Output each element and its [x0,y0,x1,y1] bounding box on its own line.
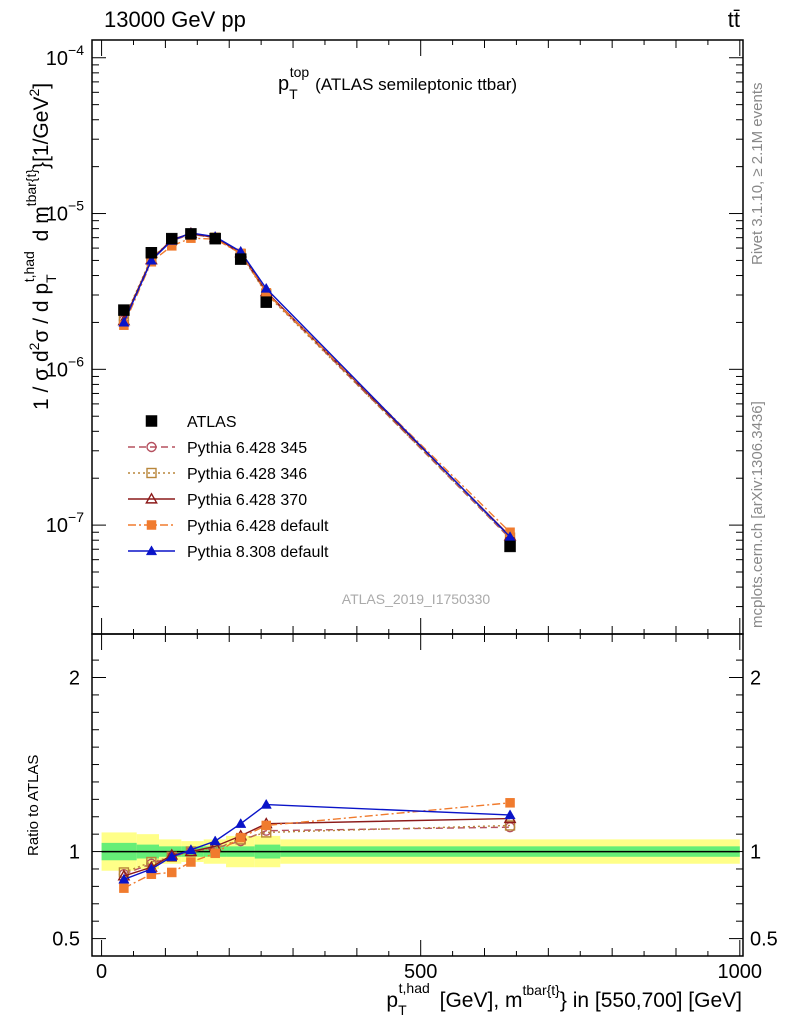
main-point-atlas [504,540,516,553]
main-line-pythia-8-308-default [123,232,511,538]
ratio-y-tick-label-left: 0.5 [52,929,80,951]
ratio-y-label: Ratio to ATLAS [25,755,42,856]
main-line-pythia-6-428-370 [123,232,511,537]
ratio-point-pythia-8-308-default [185,844,197,854]
legend-marker [146,441,157,453]
x-tick-label: 1000 [718,961,763,983]
ratio-point-pythia-8-308-default [166,851,178,861]
ratio-panel-frame [91,633,744,957]
legend-label: ATLAS [187,414,237,431]
main-point-pythia-8-308-default [260,282,272,293]
legend-marker [146,467,157,479]
ratio-point-pythia-6-428-default [505,798,515,808]
ratio-point-pythia-8-308-default [260,798,272,809]
ratio-point-pythia-6-428-default [210,848,220,859]
legend-marker [145,492,158,504]
main-y-tick-label: 10−7 [46,509,84,537]
main-y-tick-label: 10−6 [46,353,84,381]
legend-marker [145,545,158,556]
svg-text:1 / σ d2σ / d pTt,had d mtbar{: 1 / σ d2σ / d pTt,had d mtbar{t}}[1/GeV2… [21,83,59,410]
ratio-point-pythia-6-428-default [186,857,196,867]
plot-title: pTtop(ATLAS semileptonic ttbar) [278,64,517,102]
ratio-point-pythia-6-428-default [167,867,177,878]
main-point-atlas [185,228,197,240]
rivet-label: Rivet 3.1.10, ≥ 2.1M events [749,83,766,266]
main-point-atlas [260,296,272,308]
ratio-y-tick-label-right: 1 [750,842,761,864]
ratio-point-pythia-6-428-default [235,832,246,843]
ratio-point-pythia-8-308-default [235,818,247,828]
legend-label: Pythia 6.428 345 [187,440,307,457]
ratio-point-pythia-6-428-default [119,883,129,893]
svg-text:pTt,had [GeV], mtbar{t}} in [5: pTt,had [GeV], mtbar{t}} in [550,700] [G… [386,980,742,1018]
main-series-layer [117,226,517,553]
legend-label: Pythia 6.428 370 [187,492,307,509]
main-y-tick-label: 10−5 [46,198,84,226]
x-axis: 0 500 1000 [96,40,762,983]
legend-label: Pythia 6.428 default [187,518,329,535]
ratio-point-pythia-8-308-default [145,863,157,874]
ratio-point-pythia-8-308-default [209,835,221,846]
x-tick-label: 500 [404,961,437,983]
main-y-tick-label: 10−4 [46,42,84,70]
main-line-pythia-6-428-346 [123,233,511,539]
main-point-pythia-8-308-default [145,254,157,265]
legend: ATLAS Pythia 6.428 345 Pythia 6.428 346 Pyt… [128,414,329,561]
main-line-pythia-6-428-345 [123,233,511,540]
main-point-atlas [118,304,130,316]
ratio-point-pythia-8-308-default [504,809,516,820]
legend-label: Pythia 8.308 default [187,544,329,561]
analysis-watermark: ATLAS_2019_I1750330 [342,591,491,607]
main-line-pythia-6-428-default [123,237,511,533]
ratio-y-tick-label-right: 0.5 [750,929,778,951]
main-y-label: 1 / σ d2σ / d pTt,had d mtbar{t}}[1/GeV2… [21,83,59,410]
energy-label: 13000 GeV pp [104,7,246,32]
main-point-atlas [166,232,178,245]
x-tick-label: 0 [96,961,107,983]
main-point-pythia-8-308-default [118,316,130,327]
ratio-y-tick-label-right: 2 [750,668,761,690]
ratio-y-tick-label-left: 2 [69,668,80,690]
ratio-y-axis: 0.5 0.5 1 1 2 2 [52,659,778,951]
ratio-point-pythia-6-428-default [261,820,271,831]
main-y-axis: 10−7 10−6 10−5 10−4 [46,42,743,635]
mcplots-label: mcplots.cern.ch [arXiv:1306.3436] [749,401,766,628]
main-point-atlas [234,253,247,265]
ratio-series-layer [117,798,517,893]
ratio-point-pythia-6-428-346 [504,820,516,831]
main-point-atlas [209,232,221,245]
process-label: tt̄ [728,7,740,32]
legend-marker [146,520,157,530]
x-axis-label: pTt,had [GeV], mtbar{t}} in [550,700] [G… [386,980,742,1018]
legend-marker [145,415,158,427]
ratio-point-pythia-8-308-default [118,873,130,884]
ratio-y-tick-label-left: 1 [69,842,80,864]
legend-label: Pythia 6.428 346 [187,466,307,483]
main-point-atlas [145,247,158,259]
